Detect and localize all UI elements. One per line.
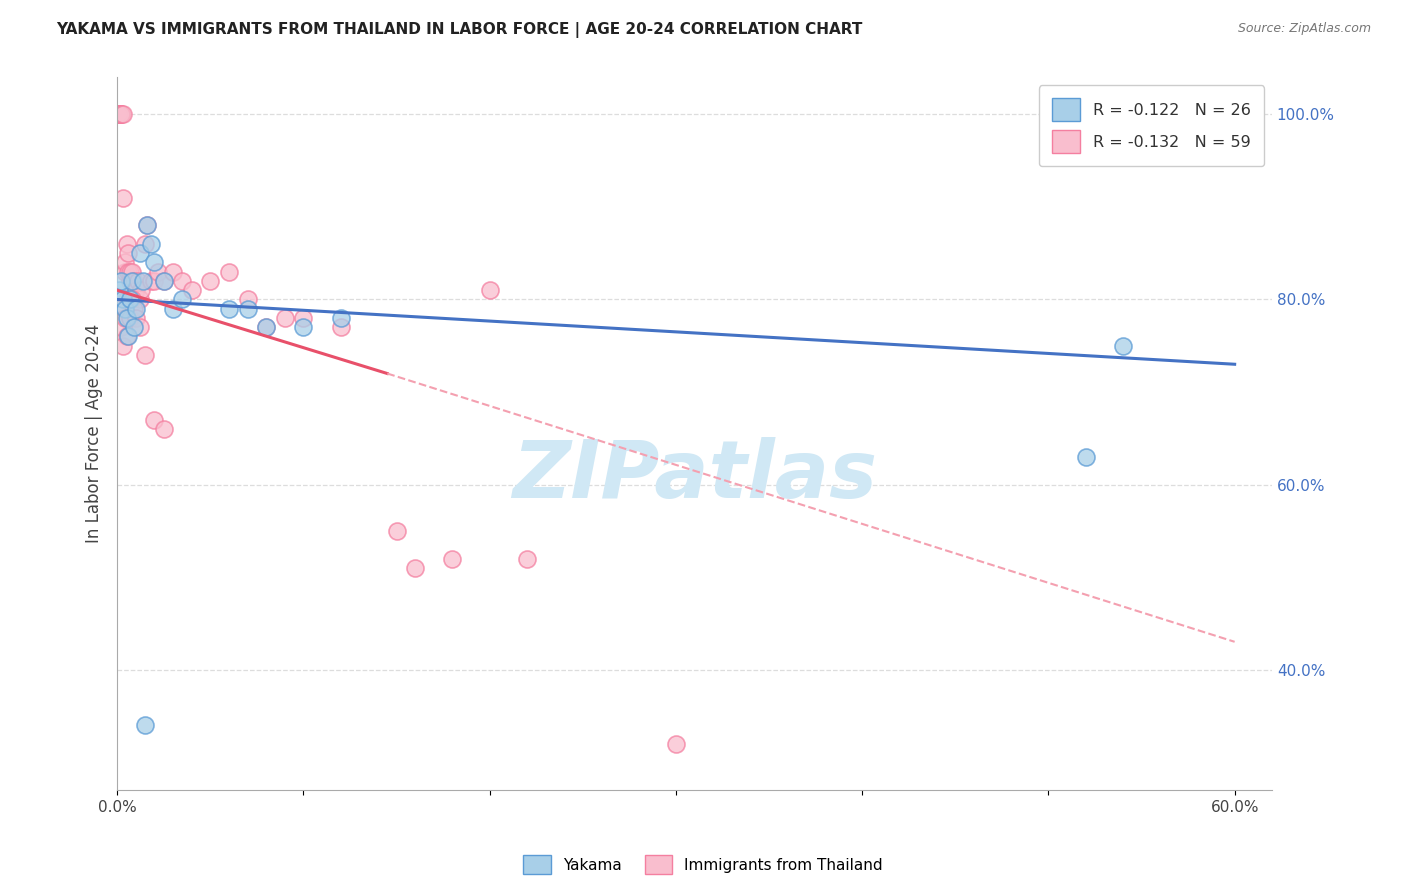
Point	[236, 293, 259, 307]
Point	[128, 293, 150, 307]
Point	[111, 293, 134, 307]
Point	[134, 348, 156, 362]
Point	[236, 301, 259, 316]
Point	[143, 274, 166, 288]
Point	[108, 107, 131, 121]
Point	[115, 237, 138, 252]
Point	[108, 107, 131, 121]
Point	[139, 274, 162, 288]
Point	[128, 320, 150, 334]
Point	[115, 329, 138, 343]
Point	[134, 718, 156, 732]
Point	[110, 107, 132, 121]
Point	[134, 237, 156, 252]
Point	[110, 107, 132, 121]
Point	[111, 191, 134, 205]
Point	[110, 274, 132, 288]
Point	[1112, 339, 1135, 353]
Point	[292, 310, 315, 325]
Point	[114, 255, 136, 269]
Text: Source: ZipAtlas.com: Source: ZipAtlas.com	[1237, 22, 1371, 36]
Point	[152, 274, 174, 288]
Point	[110, 320, 132, 334]
Point	[128, 246, 150, 260]
Point	[143, 413, 166, 427]
Point	[122, 320, 145, 334]
Point	[108, 283, 131, 297]
Point	[108, 107, 131, 121]
Point	[254, 320, 277, 334]
Point	[122, 301, 145, 316]
Point	[516, 551, 538, 566]
Legend: R = -0.122   N = 26, R = -0.132   N = 59: R = -0.122 N = 26, R = -0.132 N = 59	[1039, 86, 1264, 166]
Point	[117, 329, 139, 343]
Point	[114, 310, 136, 325]
Point	[115, 310, 138, 325]
Point	[136, 219, 159, 233]
Point	[108, 301, 131, 316]
Point	[200, 274, 222, 288]
Point	[125, 301, 148, 316]
Point	[114, 301, 136, 316]
Point	[478, 283, 501, 297]
Point	[122, 274, 145, 288]
Point	[121, 293, 143, 307]
Point	[120, 293, 142, 307]
Point	[404, 561, 426, 575]
Point	[162, 265, 184, 279]
Point	[121, 265, 143, 279]
Point	[132, 274, 155, 288]
Point	[136, 219, 159, 233]
Point	[111, 339, 134, 353]
Point	[292, 320, 315, 334]
Point	[218, 265, 240, 279]
Point	[120, 310, 142, 325]
Point	[127, 274, 149, 288]
Point	[108, 107, 131, 121]
Point	[385, 524, 408, 538]
Point	[146, 265, 169, 279]
Point	[111, 107, 134, 121]
Point	[114, 265, 136, 279]
Point	[125, 310, 148, 325]
Point	[121, 274, 143, 288]
Point	[139, 237, 162, 252]
Point	[254, 320, 277, 334]
Point	[131, 283, 153, 297]
Point	[108, 107, 131, 121]
Y-axis label: In Labor Force | Age 20-24: In Labor Force | Age 20-24	[86, 324, 103, 543]
Point	[115, 293, 138, 307]
Point	[125, 283, 148, 297]
Legend: Yakama, Immigrants from Thailand: Yakama, Immigrants from Thailand	[517, 849, 889, 880]
Point	[120, 274, 142, 288]
Text: YAKAMA VS IMMIGRANTS FROM THAILAND IN LABOR FORCE | AGE 20-24 CORRELATION CHART: YAKAMA VS IMMIGRANTS FROM THAILAND IN LA…	[56, 22, 863, 38]
Point	[143, 255, 166, 269]
Point	[441, 551, 464, 566]
Point	[120, 265, 142, 279]
Point	[218, 301, 240, 316]
Point	[172, 293, 194, 307]
Text: ZIPatlas: ZIPatlas	[512, 437, 877, 516]
Point	[152, 274, 174, 288]
Point	[117, 265, 139, 279]
Point	[665, 737, 688, 751]
Point	[1074, 450, 1097, 464]
Point	[172, 274, 194, 288]
Point	[110, 107, 132, 121]
Point	[162, 301, 184, 316]
Point	[274, 310, 297, 325]
Point	[329, 320, 352, 334]
Point	[180, 283, 202, 297]
Point	[329, 310, 352, 325]
Point	[117, 246, 139, 260]
Point	[152, 422, 174, 436]
